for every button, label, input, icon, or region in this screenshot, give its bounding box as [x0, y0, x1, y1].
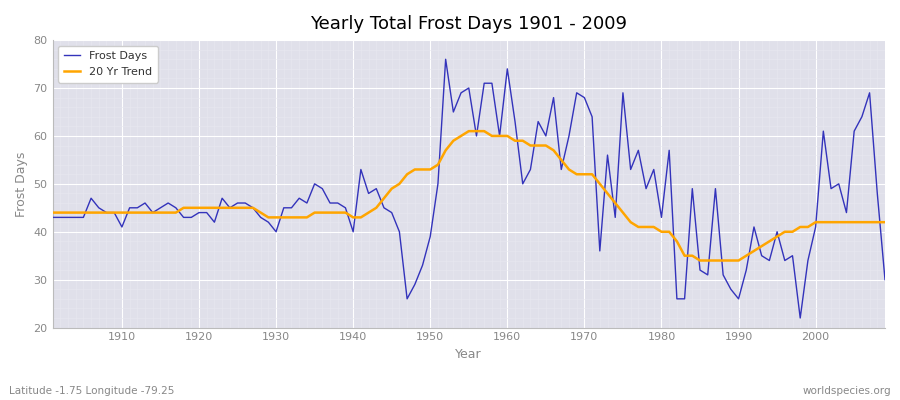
20 Yr Trend [509, 138, 520, 143]
Text: worldspecies.org: worldspecies.org [803, 386, 891, 396]
Title: Yearly Total Frost Days 1901 - 2009: Yearly Total Frost Days 1901 - 2009 [310, 15, 627, 33]
Frost Days [509, 119, 520, 124]
20 Yr Trend [602, 191, 613, 196]
Frost Days [325, 201, 336, 206]
Frost Days [602, 153, 613, 158]
Frost Days [879, 277, 890, 282]
Frost Days [502, 66, 513, 71]
Frost Days [47, 215, 58, 220]
Frost Days [109, 210, 120, 215]
Text: Latitude -1.75 Longitude -79.25: Latitude -1.75 Longitude -79.25 [9, 386, 175, 396]
Y-axis label: Frost Days: Frost Days [15, 151, 28, 216]
20 Yr Trend [278, 215, 289, 220]
20 Yr Trend [47, 210, 58, 215]
20 Yr Trend [464, 129, 474, 134]
Line: 20 Yr Trend: 20 Yr Trend [52, 131, 885, 260]
20 Yr Trend [502, 134, 513, 138]
20 Yr Trend [695, 258, 706, 263]
Legend: Frost Days, 20 Yr Trend: Frost Days, 20 Yr Trend [58, 46, 158, 82]
Frost Days [278, 206, 289, 210]
Line: Frost Days: Frost Days [52, 59, 885, 318]
20 Yr Trend [325, 210, 336, 215]
X-axis label: Year: Year [455, 348, 482, 361]
Frost Days [440, 57, 451, 62]
20 Yr Trend [879, 220, 890, 224]
Frost Days [795, 316, 806, 320]
20 Yr Trend [109, 210, 120, 215]
